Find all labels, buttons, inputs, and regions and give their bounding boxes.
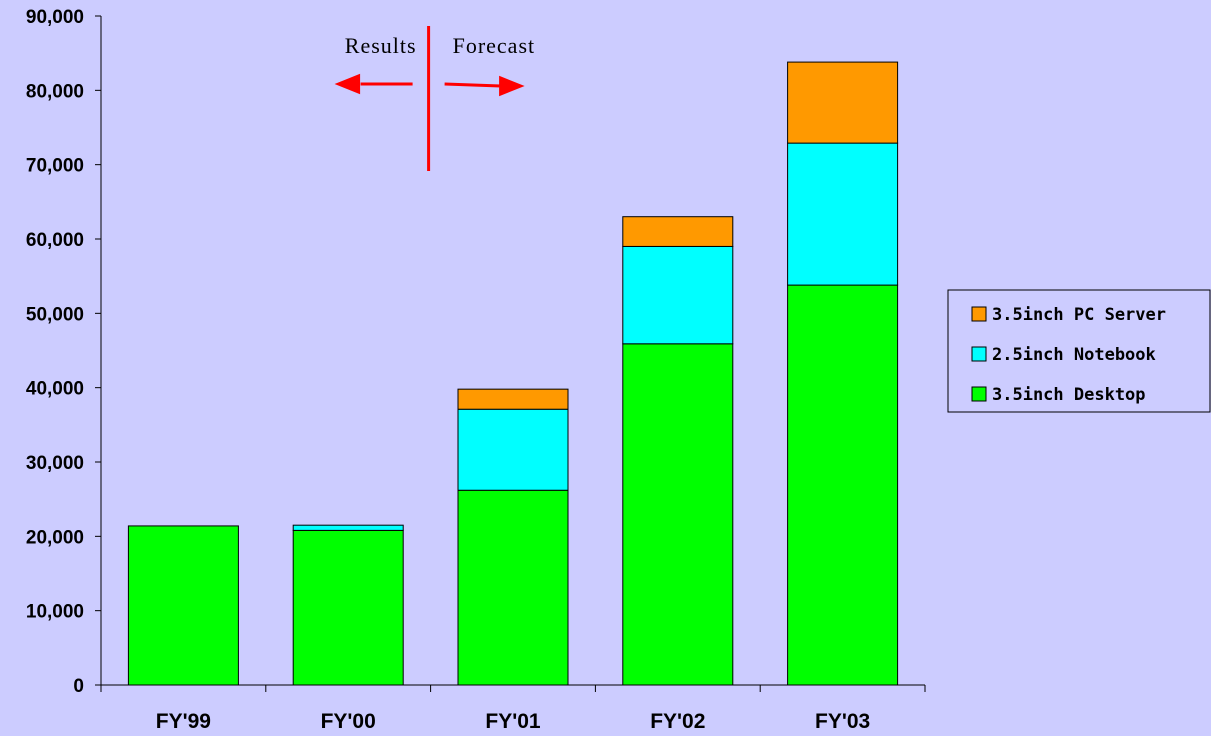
x-category-label: FY'01 bbox=[485, 710, 541, 733]
y-tick-label: 70,000 bbox=[26, 156, 84, 177]
legend-label: 3.5inch PC Server bbox=[992, 305, 1166, 325]
y-tick-label: 40,000 bbox=[26, 379, 84, 400]
bar-segment bbox=[457, 388, 569, 410]
bar-segment bbox=[622, 343, 734, 686]
y-tick-label: 20,000 bbox=[26, 527, 84, 548]
bar-segment bbox=[622, 216, 734, 247]
bar-segment bbox=[787, 142, 899, 286]
y-axis-ticks: 0 10,000 20,000 30,000 40,000 50,000 60,000 70,… bbox=[26, 7, 101, 697]
x-category-label: FY'99 bbox=[156, 710, 211, 733]
legend-label: 2.5inch Notebook bbox=[992, 345, 1156, 365]
results-forecast-annotation: Results Forecast bbox=[334, 26, 536, 171]
y-tick-label: 30,000 bbox=[26, 453, 84, 474]
bar-segment bbox=[292, 529, 404, 686]
results-label: Results bbox=[345, 33, 417, 58]
legend-box bbox=[947, 289, 1211, 413]
bar-segment bbox=[457, 408, 569, 491]
y-tick-label: 60,000 bbox=[26, 230, 84, 251]
legend-swatch bbox=[971, 346, 987, 362]
bar-segment bbox=[292, 524, 404, 531]
bar-segment bbox=[127, 525, 239, 686]
bar-segment bbox=[622, 245, 734, 345]
y-tick-label: 80,000 bbox=[26, 81, 84, 102]
bar-segment bbox=[457, 489, 569, 686]
left-arrow-icon bbox=[334, 73, 413, 95]
legend-swatch bbox=[971, 306, 987, 322]
y-tick-label: 0 bbox=[73, 676, 84, 697]
bar-segment bbox=[787, 284, 899, 686]
legend-label: 3.5inch Desktop bbox=[992, 385, 1146, 405]
x-category-label: FY'03 bbox=[815, 710, 870, 733]
x-category-label: FY'00 bbox=[321, 710, 376, 733]
y-tick-label: 90,000 bbox=[26, 7, 84, 28]
bar-segment bbox=[787, 61, 899, 144]
x-axis-ticks: FY'99 FY'00 FY'01 FY'02 FY'03 bbox=[100, 685, 926, 733]
x-category-label: FY'02 bbox=[650, 710, 705, 733]
y-tick-label: 50,000 bbox=[26, 304, 84, 325]
legend-swatch bbox=[971, 386, 987, 402]
chart-legend: 3.5inch PC Server 2.5inch Notebook 3.5inch… bbox=[947, 289, 1211, 413]
axes-group bbox=[100, 16, 925, 686]
right-arrow-icon bbox=[444, 75, 525, 97]
bars-group bbox=[127, 61, 899, 686]
forecast-label: Forecast bbox=[453, 33, 536, 58]
y-tick-label: 10,000 bbox=[26, 602, 84, 623]
